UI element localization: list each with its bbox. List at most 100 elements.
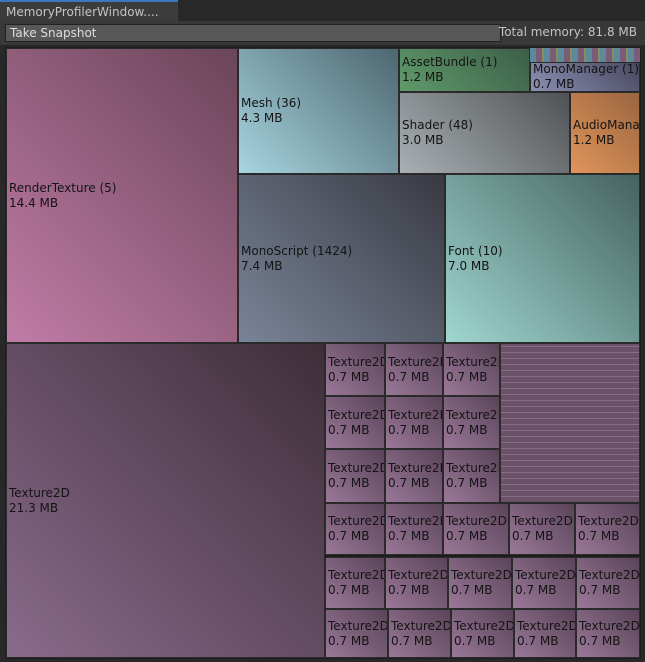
tile-label: AssetBundle (1) xyxy=(402,55,498,69)
tile-label: Texture2D xyxy=(579,618,640,633)
tile-label: Texture2D 21.3 MB xyxy=(9,486,70,516)
tile-size: 3.0 MB xyxy=(402,133,444,147)
tile-size: 1.2 MB xyxy=(573,133,615,147)
tile-label: Texture2D xyxy=(328,461,385,475)
tile-label: RenderTexture (5) 14.4 MB xyxy=(9,181,116,211)
tile-label: Font (10) 7.0 MB xyxy=(448,244,503,274)
treemap: RenderTexture (5) 14.4 MB Mesh (36) 4.3 MB A… xyxy=(5,47,641,659)
tile-size: 0.7 MB xyxy=(446,422,488,437)
treemap-tile[interactable]: RenderTexture (5) 14.4 MB xyxy=(6,48,238,343)
treemap-tile[interactable]: AssetBundle (1) 1.2 MB xyxy=(399,48,530,92)
window-tab[interactable]: MemoryProfilerWindow.... xyxy=(0,0,178,21)
tile-size: 0.7 MB xyxy=(454,633,496,648)
treemap-tile[interactable]: Texture2D 21.3 MB xyxy=(6,343,325,658)
treemap-tile[interactable]: AudioManager1.2 MB xyxy=(570,92,640,174)
tile-size: 0.7 MB xyxy=(391,633,433,648)
total-memory: Total memory: 81.8 MB xyxy=(498,25,637,39)
tile-label: Texture2D xyxy=(446,461,499,475)
tile-size: 0.7 MB xyxy=(328,633,370,648)
toolbar: Take Snapshot Total memory: 81.8 MB xyxy=(0,21,645,45)
tile-size: 0.7 MB xyxy=(388,476,430,490)
treemap-tile[interactable]: Mesh (36) 4.3 MB xyxy=(238,48,399,174)
tile-label: Texture2D xyxy=(454,618,514,633)
tile-label: Texture2D xyxy=(388,354,443,369)
tile-size: 0.7 MB xyxy=(388,369,430,384)
tile-label: Texture2D xyxy=(446,354,499,369)
small-tiles xyxy=(530,48,640,62)
tile-label: Texture2D xyxy=(388,568,448,582)
tile-size: 0.7 MB xyxy=(515,583,557,597)
tile-label: MonoManager (1) xyxy=(533,62,640,76)
tile-size: 21.3 MB xyxy=(9,500,59,515)
tile-size: 0.7 MB xyxy=(328,529,370,543)
tile-label: Texture2D xyxy=(446,407,499,422)
tile-size: 1.2 MB xyxy=(402,70,444,84)
tile-label: MonoScript (1424) 7.4 MB xyxy=(241,244,352,274)
tile-label: Texture2D xyxy=(328,407,385,422)
tile-size: 0.7 MB xyxy=(579,583,621,597)
tile-label: Texture2D xyxy=(388,407,443,422)
tile-label: Texture2D xyxy=(328,354,385,369)
tile-size: 7.0 MB xyxy=(448,258,490,273)
treemap-tile[interactable]: Shader (48) 3.0 MB xyxy=(399,92,570,174)
tile-label: Texture2D xyxy=(578,514,639,528)
tile-label: RenderTexture (5) xyxy=(9,180,117,195)
tile-size: 0.7 MB xyxy=(328,583,370,597)
tile-size: 0.7 MB xyxy=(388,422,430,437)
tile-label: Texture2D xyxy=(9,485,70,500)
tile-size: 0.7 MB xyxy=(446,476,488,490)
treemap-tile[interactable]: MonoScript (1424) 7.4 MB xyxy=(238,174,445,343)
tile-size: 14.4 MB xyxy=(9,195,59,210)
tile-size: 0.7 MB xyxy=(446,529,488,543)
take-snapshot-button[interactable]: Take Snapshot xyxy=(5,24,501,42)
tile-size: 7.4 MB xyxy=(241,258,283,273)
treemap-tile[interactable]: MonoManager (1) 0.7 MB xyxy=(530,62,640,92)
tile-label: Texture2D xyxy=(515,568,576,582)
tile-size: 0.7 MB xyxy=(388,529,430,543)
tile-size: 0.7 MB xyxy=(517,633,559,648)
treemap-tile[interactable]: Font (10) 7.0 MB xyxy=(445,174,640,343)
tile-label: Texture2D xyxy=(391,618,451,633)
tile-label: Texture2D xyxy=(512,514,573,528)
tile-size: 0.7 MB xyxy=(328,422,370,437)
tile-label: Texture2D xyxy=(388,461,443,475)
tile-label: Texture2D xyxy=(451,568,512,582)
